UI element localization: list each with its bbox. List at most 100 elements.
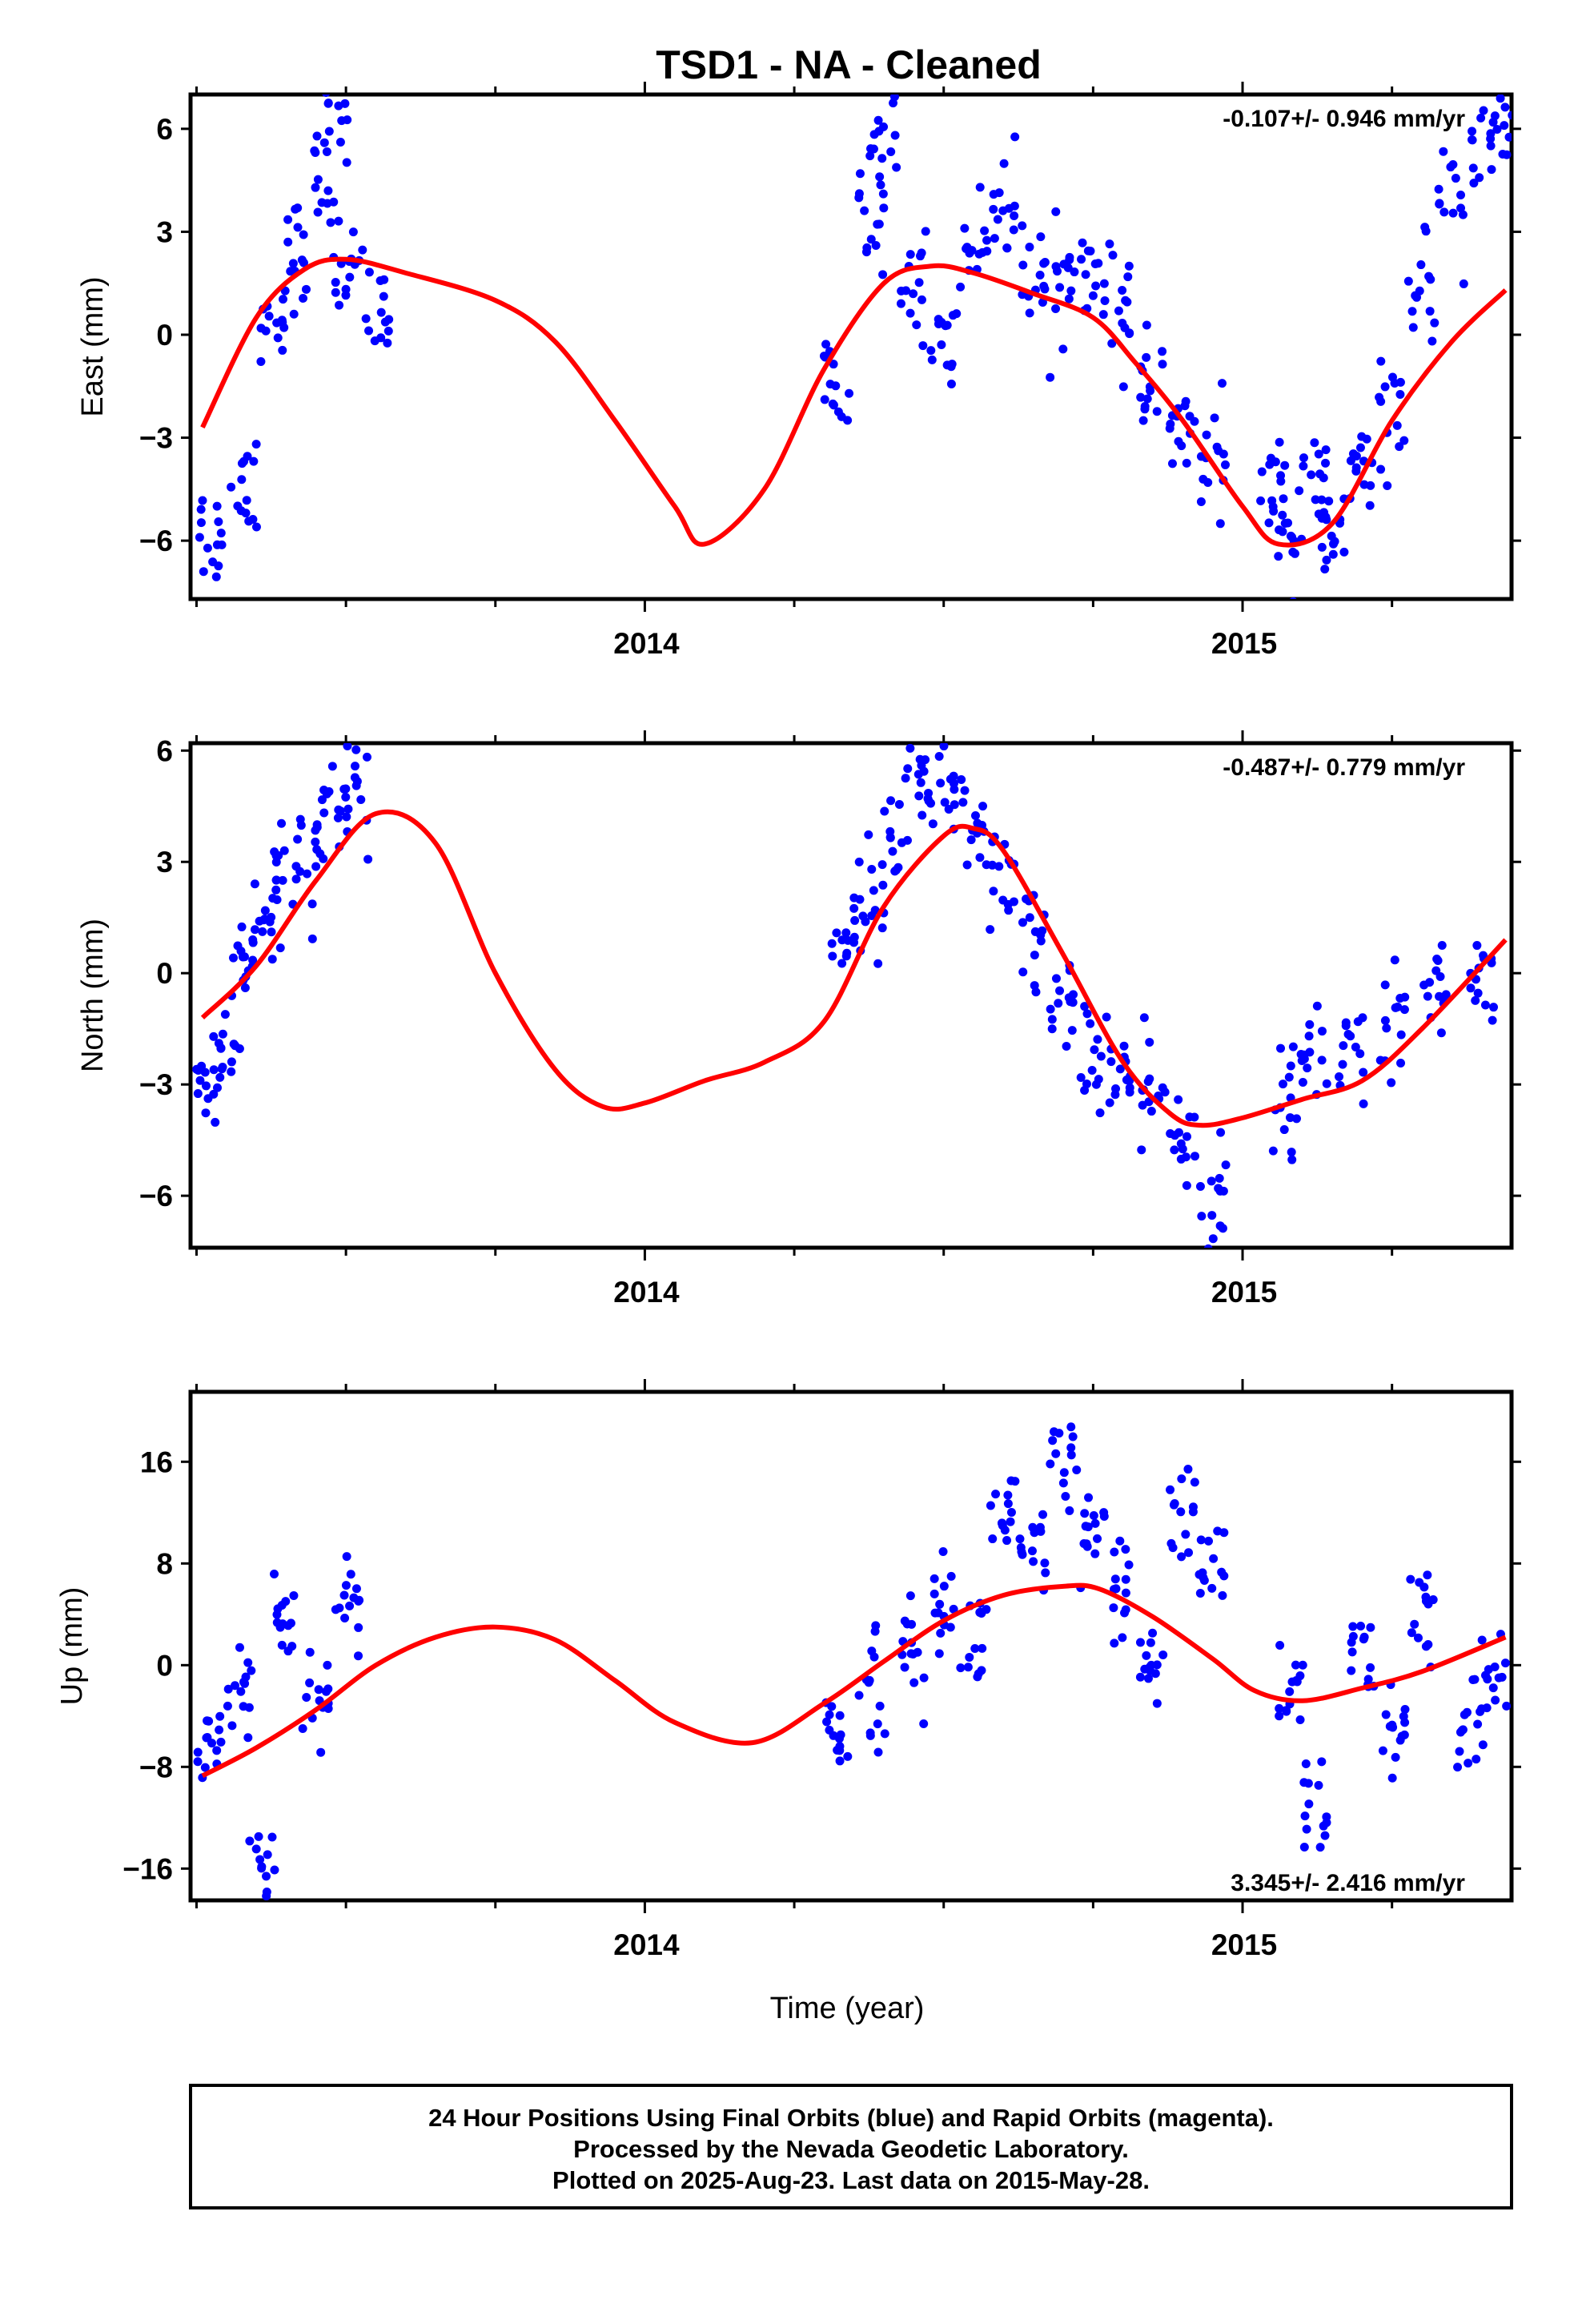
up-data-point (263, 1850, 272, 1860)
up-data-point (1472, 1755, 1481, 1764)
up-data-point (1320, 1831, 1330, 1840)
north-data-point (1203, 1244, 1213, 1248)
east-data-point (256, 324, 266, 333)
east-data-point (1091, 281, 1101, 291)
east-data-point (886, 147, 896, 157)
up-data-point (880, 1729, 889, 1739)
east-model-curve (200, 256, 1508, 548)
east-data-point (313, 175, 323, 184)
up-data-point (1015, 1534, 1025, 1544)
up-data-point (1322, 1812, 1331, 1822)
north-data-point (1095, 1108, 1105, 1118)
up-data-point (243, 1733, 253, 1743)
up-data-point (909, 1678, 919, 1687)
up-data-point (277, 1640, 287, 1650)
up-data-point (1061, 1491, 1070, 1501)
east-data-point (1408, 323, 1418, 332)
north-data-point (349, 728, 358, 737)
east-data-point (1476, 113, 1486, 123)
east-data-point (918, 341, 928, 351)
up-data-point (340, 1614, 350, 1623)
up-data-point (1081, 1522, 1090, 1531)
east-data-point (837, 412, 846, 421)
up-data-point (193, 1747, 203, 1757)
up-data-point (835, 1711, 845, 1720)
up-data-point (1399, 1711, 1408, 1721)
east-data-point (1221, 460, 1231, 469)
east-data-point (203, 543, 212, 553)
north-data-point (1030, 981, 1039, 991)
north-xtick-label-2015: 2015 (1211, 1276, 1277, 1309)
up-y-axis-label: Up (mm) (55, 1587, 89, 1706)
up-data-point (1066, 1450, 1076, 1460)
up-data-point (223, 1701, 232, 1711)
north-data-point (1031, 987, 1041, 997)
east-data-point (1412, 292, 1422, 302)
north-data-point (873, 959, 883, 968)
up-data-point (1072, 1466, 1082, 1475)
up-data-point (829, 1731, 838, 1740)
north-data-point (1055, 986, 1065, 995)
east-data-point (1458, 210, 1468, 219)
north-plot-frame (188, 741, 1514, 1250)
east-plot-frame (188, 92, 1514, 601)
up-data-point (262, 1872, 271, 1881)
east-data-point (335, 300, 344, 310)
north-data-point (319, 854, 328, 863)
east-data-point (1289, 597, 1297, 599)
east-data-point (273, 333, 283, 343)
east-data-point (1320, 565, 1330, 574)
up-data-point (1478, 1740, 1488, 1750)
up-data-point (939, 1582, 949, 1591)
up-data-point (254, 1831, 263, 1841)
east-data-point (873, 115, 883, 125)
east-data-point (1105, 239, 1114, 249)
up-data-point (934, 1649, 944, 1659)
up-data-point (354, 1596, 363, 1606)
up-data-point (1302, 1824, 1311, 1834)
east-data-point (1456, 191, 1466, 200)
north-data-point (869, 886, 878, 895)
north-data-point (987, 860, 997, 870)
east-data-point (896, 299, 905, 308)
east-data-point (1435, 199, 1444, 208)
east-data-point (1166, 420, 1175, 429)
north-data-point (1305, 1019, 1315, 1029)
up-data-point (236, 1687, 246, 1696)
north-ytick-label: −3 (139, 1068, 173, 1101)
up-data-point (1319, 1821, 1328, 1831)
east-data-point (199, 567, 208, 577)
up-data-point (1166, 1485, 1175, 1494)
up-data-point (239, 1702, 248, 1711)
up-data-point (1048, 1436, 1058, 1445)
north-data-point (362, 752, 371, 762)
up-data-point (1477, 1704, 1487, 1714)
up-data-point (1066, 1443, 1076, 1453)
east-data-point (1053, 267, 1062, 276)
north-data-point (1046, 1004, 1055, 1014)
north-data-point (1390, 955, 1399, 965)
east-data-point (1099, 279, 1109, 288)
east-data-point (370, 336, 379, 346)
footer-line-2: Processed by the Nevada Geodetic Laborat… (573, 2135, 1129, 2163)
east-data-point (1215, 519, 1225, 529)
north-data-point (1268, 1146, 1278, 1156)
east-data-point (866, 235, 876, 244)
up-data-point (212, 1746, 222, 1755)
up-data-point (1065, 1506, 1074, 1515)
footer-box (189, 2084, 1513, 2209)
up-data-point (986, 1501, 995, 1510)
north-data-point (216, 1043, 226, 1053)
east-data-point (331, 278, 340, 287)
east-data-point (214, 561, 223, 571)
up-data-point (988, 1534, 998, 1544)
up-data-point (1363, 1675, 1373, 1684)
north-data-point (272, 895, 282, 904)
north-xtick-label-2014: 2014 (613, 1276, 680, 1309)
up-data-point (1347, 1638, 1356, 1647)
east-data-point (1375, 392, 1384, 402)
north-data-point (1358, 1013, 1367, 1023)
up-data-point (240, 1679, 250, 1688)
north-data-point (350, 773, 359, 782)
